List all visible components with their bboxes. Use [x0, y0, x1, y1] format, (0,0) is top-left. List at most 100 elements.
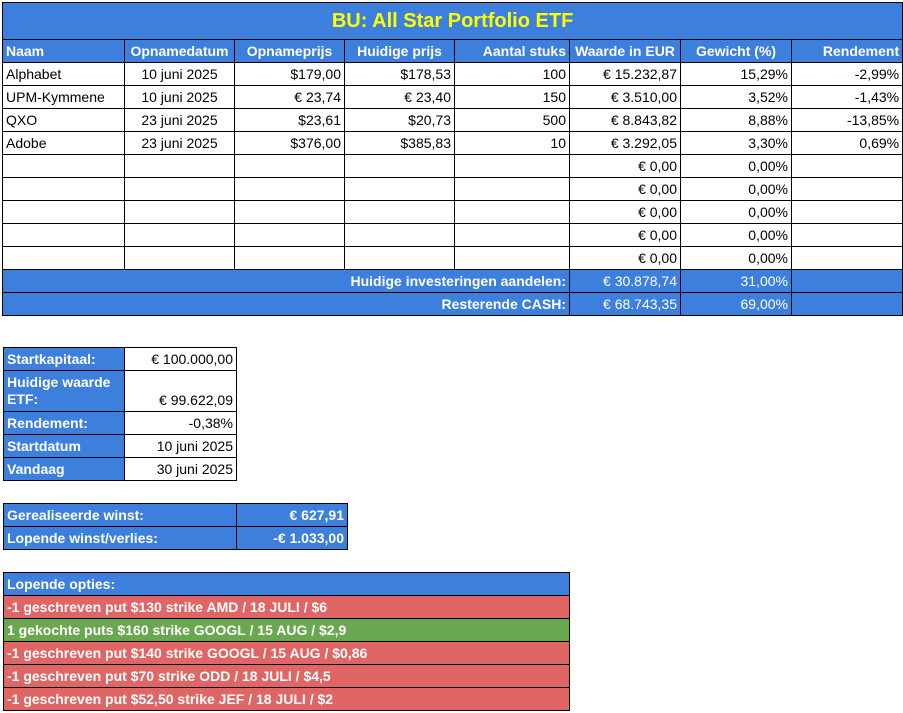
table-cell: QXO	[2, 108, 125, 132]
table-row: UPM-Kymmene 10 juni 2025 € 23,74 € 23,40 150…	[2, 85, 903, 109]
option-row: -1 geschreven put $70 strike ODD / 18 JU…	[3, 664, 570, 688]
options-table: Lopende opties: -1 geschreven put $130 s…	[3, 572, 570, 711]
table-cell: € 23,40	[344, 85, 455, 109]
table-cell: UPM-Kymmene	[2, 85, 125, 109]
table-cell	[2, 223, 125, 247]
table-cell	[124, 246, 235, 270]
total-label: Huidige investeringen aandelen:	[2, 269, 570, 293]
option-row: 1 gekochte puts $160 strike GOOGL / 15 A…	[3, 618, 570, 642]
table-cell: 0,00%	[680, 154, 792, 178]
table-cell	[454, 177, 570, 201]
column-header: Huidige prijs	[344, 39, 455, 63]
page-title: BU: All Star Portfolio ETF	[1, 2, 903, 40]
column-header: Gewicht (%)	[680, 39, 792, 63]
table-cell: 0,00%	[680, 200, 792, 224]
summary-value: € 100.000,00	[124, 347, 237, 371]
table-cell: $178,53	[344, 62, 455, 86]
table-cell	[790, 154, 903, 178]
table-cell	[454, 200, 570, 224]
total-weight: 31,00%	[680, 269, 792, 293]
summary-label: Huidige waarde ETF:	[3, 370, 125, 412]
summary-value: 10 juni 2025	[124, 434, 237, 458]
option-text: 1 gekochte puts $160 strike GOOGL / 15 A…	[3, 618, 570, 642]
winst-value: € 627,91	[236, 503, 348, 527]
table-cell: € 23,74	[234, 85, 345, 109]
table-cell: 10 juni 2025	[124, 85, 235, 109]
table-cell	[124, 177, 235, 201]
table-cell: € 0,00	[569, 154, 681, 178]
winst-label: Lopende winst/verlies:	[3, 526, 237, 550]
table-cell	[454, 223, 570, 247]
table-cell: $179,00	[234, 62, 345, 86]
table-cell: € 0,00	[569, 200, 681, 224]
table-cell	[344, 177, 455, 201]
table-cell: € 3.510,00	[569, 85, 681, 109]
table-cell: 0,00%	[680, 223, 792, 247]
table-row: Adobe 23 juni 2025 $376,00 $385,83 10 € 3.292…	[2, 131, 903, 155]
table-cell: 8,88%	[680, 108, 792, 132]
table-cell	[790, 200, 903, 224]
cash-value: € 68.743,35	[569, 292, 681, 316]
table-cell: € 3.292,05	[569, 131, 681, 155]
total-row: Huidige investeringen aandelen: € 30.878…	[2, 269, 903, 293]
option-text: -1 geschreven put $52,50 strike JEF / 18…	[3, 687, 570, 711]
table-body: Alphabet 10 juni 2025 $179,00 $178,53 100 € 1…	[2, 62, 903, 270]
table-cell: 0,69%	[790, 131, 903, 155]
summary-label: Rendement:	[3, 411, 125, 435]
summary-label: Startkapitaal:	[3, 347, 125, 371]
table-cell: € 15.232,87	[569, 62, 681, 86]
table-cell: € 0,00	[569, 246, 681, 270]
option-text: -1 geschreven put $70 strike ODD / 18 JU…	[3, 664, 570, 688]
table-cell	[234, 177, 345, 201]
table-cell	[234, 246, 345, 270]
total-empty	[790, 269, 903, 293]
table-cell: 10 juni 2025	[124, 62, 235, 86]
table-cell	[234, 200, 345, 224]
table-cell	[234, 154, 345, 178]
table-cell: € 0,00	[569, 177, 681, 201]
table-cell: -1,43%	[790, 85, 903, 109]
table-row: QXO 23 juni 2025 $23,61 $20,73 500 € 8.843,82…	[2, 108, 903, 132]
table-cell: 3,52%	[680, 85, 792, 109]
winst-table: Gerealiseerde winst: € 627,91 Lopende wi…	[3, 503, 348, 550]
table-cell: Adobe	[2, 131, 125, 155]
table-cell	[790, 177, 903, 201]
table-cell: -13,85%	[790, 108, 903, 132]
table-row: € 0,00 0,00%	[2, 154, 903, 178]
table-cell: € 8.843,82	[569, 108, 681, 132]
option-row: -1 geschreven put $52,50 strike JEF / 18…	[3, 687, 570, 711]
table-row: € 0,00 0,00%	[2, 177, 903, 201]
table-cell	[344, 200, 455, 224]
table-cell	[790, 246, 903, 270]
table-cell	[124, 223, 235, 247]
table-cell	[2, 154, 125, 178]
option-row: -1 geschreven put $130 strike AMD / 18 J…	[3, 595, 570, 619]
table-cell: 15,29%	[680, 62, 792, 86]
table-cell	[2, 246, 125, 270]
column-header: Rendement	[790, 39, 903, 63]
column-header: Opnameprijs	[234, 39, 345, 63]
table-cell: -2,99%	[790, 62, 903, 86]
total-value: € 30.878,74	[569, 269, 681, 293]
summary-value: € 99.622,09	[124, 370, 237, 412]
cash-row: Resterende CASH: € 68.743,35 69,00%	[2, 292, 903, 316]
column-header: Opnamedatum	[124, 39, 235, 63]
table-cell	[344, 154, 455, 178]
winst-value: -€ 1.033,00	[236, 526, 348, 550]
table-cell	[124, 200, 235, 224]
header-row: Naam Opnamedatum Opnameprijs Huidige pri…	[2, 39, 903, 63]
portfolio-table: BU: All Star Portfolio ETF Naam Opnameda…	[1, 2, 903, 316]
winst-label: Gerealiseerde winst:	[3, 503, 237, 527]
summary-label: Vandaag	[3, 457, 125, 481]
table-cell: 3,30%	[680, 131, 792, 155]
column-header: Naam	[2, 39, 125, 63]
column-header: Waarde in EUR	[569, 39, 681, 63]
summary-table: Startkapitaal: € 100.000,00 Huidige waar…	[3, 347, 237, 481]
table-cell	[344, 246, 455, 270]
table-cell: $23,61	[234, 108, 345, 132]
summary-label: Startdatum	[3, 434, 125, 458]
table-row: € 0,00 0,00%	[2, 223, 903, 247]
table-cell	[234, 223, 345, 247]
table-cell	[124, 154, 235, 178]
table-cell: 500	[454, 108, 570, 132]
